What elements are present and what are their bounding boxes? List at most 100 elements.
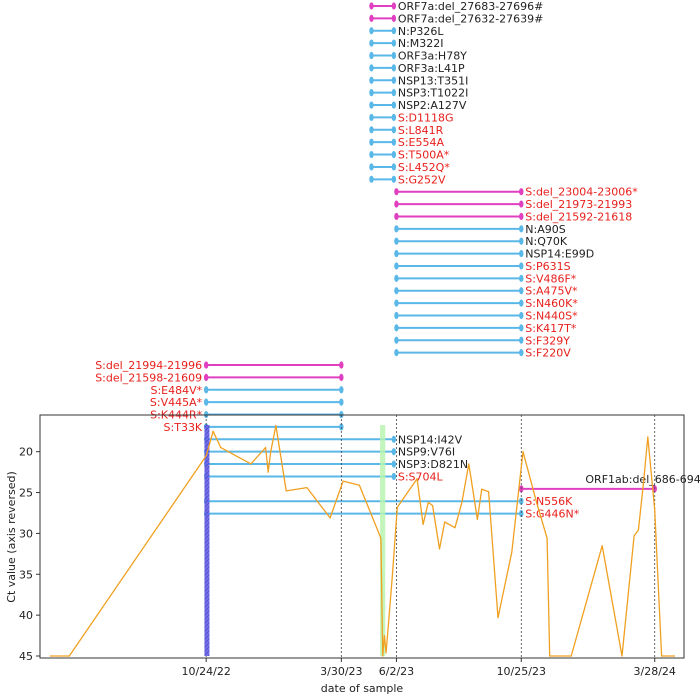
mutation-start-marker bbox=[369, 126, 374, 134]
mutation-end-marker bbox=[391, 2, 397, 10]
ct-data-point bbox=[382, 655, 384, 657]
mutation-label: S:D1118G bbox=[398, 111, 454, 124]
mutation-start-marker bbox=[369, 27, 374, 35]
mutation-label: S:del_21973-21993 bbox=[525, 198, 632, 211]
mutation-end-marker bbox=[391, 39, 397, 47]
mutation-label: ORF1ab:del_686-694 bbox=[585, 473, 700, 486]
mutation-label: NSP3:T1022I bbox=[398, 87, 469, 100]
mutation-label: S:del_21598-21609 bbox=[95, 371, 202, 384]
ct-data-point bbox=[275, 424, 277, 427]
x-tick-label: 3/28/24 bbox=[634, 665, 676, 678]
x-tick-label: 3/30/23 bbox=[320, 665, 362, 678]
x-axis-label: date of sample bbox=[321, 682, 404, 695]
ct-data-point bbox=[661, 655, 663, 657]
mutation-start-marker bbox=[369, 39, 374, 47]
mutation-label: S:S704L bbox=[398, 470, 444, 483]
mutation-start-marker bbox=[369, 2, 374, 10]
ct-data-point bbox=[68, 655, 70, 657]
mutation-end-marker bbox=[391, 64, 397, 72]
mutation-end-marker bbox=[519, 250, 524, 258]
mutation-label: S:F220V bbox=[525, 347, 571, 360]
mutation-label: ORF3a:H78Y bbox=[398, 50, 467, 63]
mutation-label: NSP13:T351I bbox=[398, 74, 469, 87]
mutation-end-marker bbox=[391, 14, 397, 22]
ct-data-point bbox=[468, 463, 470, 465]
mutation-start-marker bbox=[369, 89, 374, 97]
ct-data-point bbox=[342, 480, 344, 482]
mutation-end-marker bbox=[391, 448, 397, 456]
mutation-label: NSP3:D821N bbox=[398, 458, 468, 471]
ct-data-point bbox=[481, 488, 483, 490]
mutation-start-marker bbox=[369, 64, 374, 72]
y-tick-label: 35 bbox=[19, 568, 33, 581]
ct-data-point bbox=[427, 501, 429, 503]
ct-data-point bbox=[454, 527, 456, 529]
mutation-label: N:P326L bbox=[398, 25, 445, 38]
mutation-end-marker bbox=[519, 336, 524, 344]
mutation-label: S:F329Y bbox=[525, 334, 570, 347]
mutation-start-marker bbox=[394, 200, 399, 208]
y-tick-label: 30 bbox=[19, 527, 33, 540]
mutation-end-marker bbox=[391, 89, 397, 97]
mutation-start-marker bbox=[394, 212, 399, 221]
mutation-label: S:L841R bbox=[398, 124, 444, 137]
ct-data-point bbox=[391, 578, 393, 580]
mutation-label: S:T33K bbox=[164, 421, 203, 434]
ct-data-point bbox=[642, 482, 645, 484]
ct-data-point bbox=[396, 506, 398, 508]
ct-series-line bbox=[50, 424, 675, 657]
mutation-start-marker bbox=[394, 237, 399, 245]
y-tick-label: 20 bbox=[19, 446, 33, 459]
ct-data-point bbox=[654, 509, 656, 511]
plot-frame bbox=[39, 414, 685, 659]
mutation-label: S:N440S* bbox=[525, 310, 578, 323]
mutation-end-marker bbox=[519, 188, 524, 196]
ct-data-point bbox=[431, 505, 434, 507]
mutation-start-marker bbox=[394, 324, 399, 332]
ct-data-point bbox=[601, 545, 603, 547]
mutation-label: S:K417T* bbox=[525, 322, 577, 335]
mutation-start-marker bbox=[369, 150, 374, 159]
ct-data-point bbox=[422, 523, 424, 526]
ct-data-point bbox=[385, 652, 387, 654]
ct-data-point bbox=[487, 491, 490, 493]
mutation-label: N:A90S bbox=[525, 223, 565, 236]
mutation-label: NSP2:A127V bbox=[398, 99, 467, 112]
mutation-label: S:N556K bbox=[525, 495, 573, 508]
mutation-label: S:del_23004-23006* bbox=[525, 186, 638, 199]
mutation-start-marker bbox=[203, 386, 209, 394]
ct-data-point bbox=[306, 487, 308, 489]
mutation-end-marker bbox=[339, 423, 344, 431]
ct-data-point bbox=[250, 463, 252, 465]
mutation-end-marker bbox=[339, 373, 344, 381]
ct-data-point bbox=[358, 484, 361, 486]
ct-data-point bbox=[285, 490, 287, 492]
mutation-end-marker bbox=[519, 509, 524, 518]
ct-data-point bbox=[205, 455, 207, 457]
ct-data-point bbox=[546, 537, 548, 539]
mutation-label: S:T500A* bbox=[398, 149, 450, 162]
mutation-end-marker bbox=[519, 262, 524, 270]
mutation-label: NSP9:V76I bbox=[398, 446, 455, 459]
mutation-start-marker bbox=[394, 311, 399, 320]
mutation-start-marker bbox=[394, 225, 399, 233]
mutation-end-marker bbox=[519, 212, 524, 221]
mutation-end-marker bbox=[339, 398, 344, 406]
y-tick-label: 40 bbox=[19, 609, 33, 622]
mutation-start-marker bbox=[394, 262, 399, 270]
ct-data-point bbox=[647, 436, 649, 438]
ct-data-point bbox=[212, 430, 214, 432]
shaded-band bbox=[380, 425, 386, 656]
mutation-end-marker bbox=[391, 472, 397, 481]
mutation-end-marker bbox=[391, 460, 397, 468]
mutation-end-marker bbox=[391, 175, 397, 183]
ct-data-point bbox=[673, 655, 676, 657]
mutation-end-marker bbox=[339, 386, 344, 394]
y-tick-label: 45 bbox=[19, 650, 33, 663]
mutation-start-marker bbox=[394, 250, 399, 258]
mutation-label: S:del_21994-21996 bbox=[95, 359, 202, 372]
x-tick-label: 10/25/23 bbox=[497, 665, 546, 678]
mutation-start-marker bbox=[394, 299, 399, 307]
ct-data-point bbox=[267, 471, 269, 473]
mutation-end-marker bbox=[391, 163, 397, 171]
